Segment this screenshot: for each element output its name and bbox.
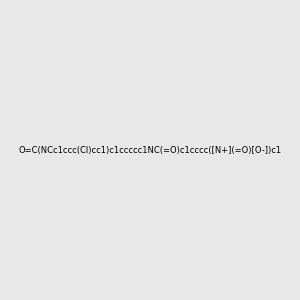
Text: O=C(NCc1ccc(Cl)cc1)c1ccccc1NC(=O)c1cccc([N+](=O)[O-])c1: O=C(NCc1ccc(Cl)cc1)c1ccccc1NC(=O)c1cccc(… bbox=[18, 146, 282, 154]
